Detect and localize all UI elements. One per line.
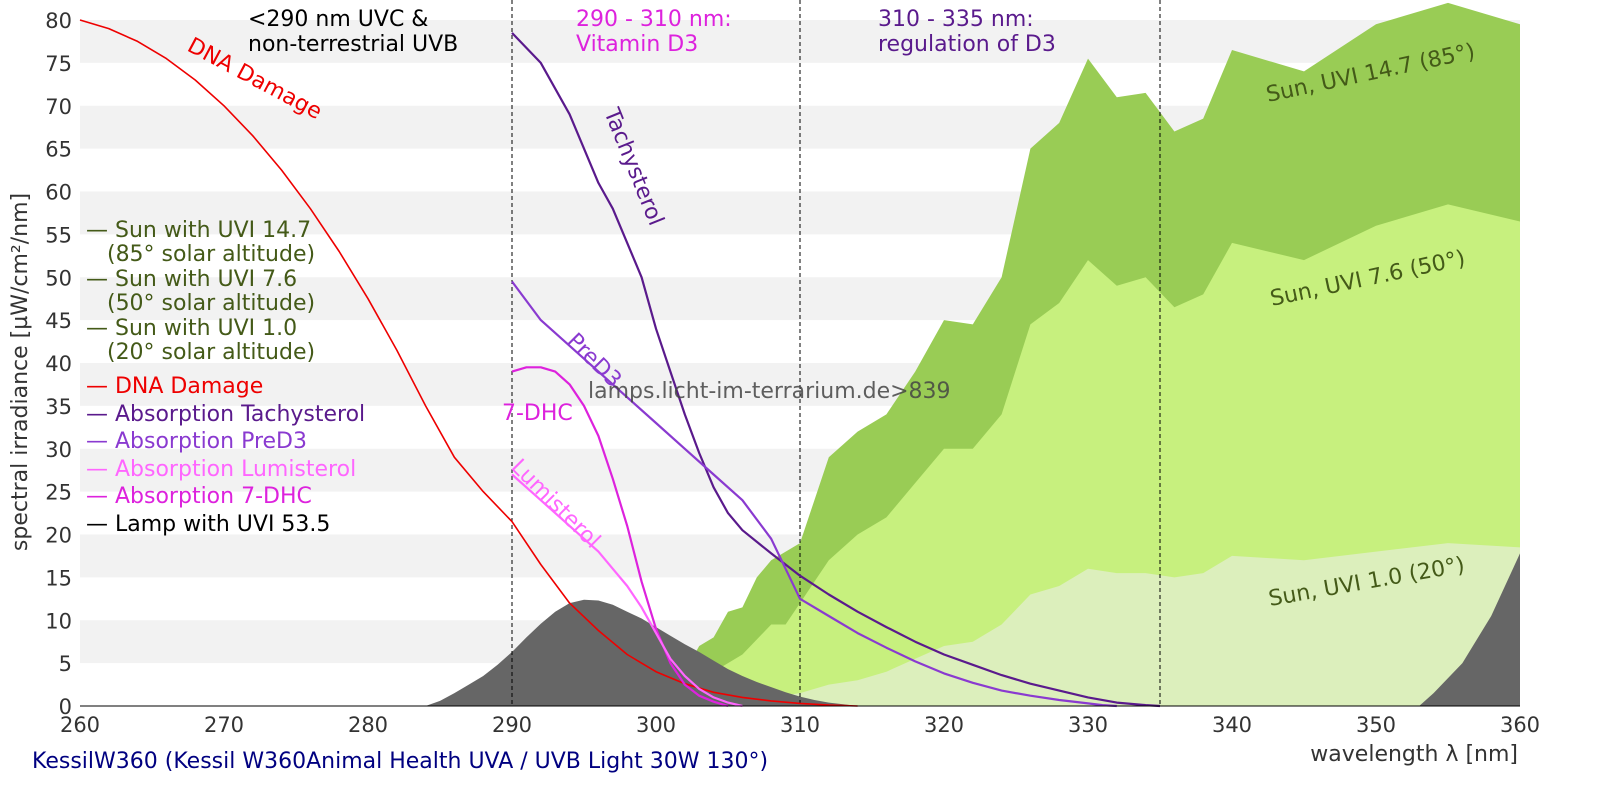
caption: KessilW360 (Kessil W360Animal Health UVA… [32, 749, 768, 774]
y-tick-label: 20 [45, 524, 72, 548]
legend-item: — Sun with UVI 7.6 [86, 267, 297, 292]
legend-item: (50° solar altitude) [86, 291, 315, 316]
x-tick-label: 290 [492, 713, 532, 737]
x-tick-labels: 260 270 280 290 300 310 320 330 340 350 360 [60, 713, 1540, 737]
region-label: non-terrestrial UVB [248, 32, 458, 57]
legend-item: (85° solar altitude) [86, 242, 315, 267]
x-tick-label: 360 [1500, 713, 1540, 737]
series-absorption-7-dhc-line [511, 366, 729, 708]
x-tick-label: 280 [348, 713, 388, 737]
x-tick-label: 310 [780, 713, 820, 737]
y-tick-label: 55 [45, 223, 72, 247]
y-tick-labels: 0 5 10 15 20 25 30 35 40 45 50 55 60 65 70 75 80 [45, 9, 72, 719]
x-tick-label: 320 [924, 713, 964, 737]
y-tick-label: 50 [45, 266, 72, 290]
legend-item: — Absorption Lumisterol [86, 457, 356, 482]
legend-item: — DNA Damage [86, 374, 263, 399]
y-tick-label: 0 [59, 695, 72, 719]
region-label: <290 nm UVC & [248, 7, 428, 32]
region-label: Vitamin D3 [576, 32, 698, 57]
legend-item: (20° solar altitude) [86, 340, 315, 365]
y-tick-label: 30 [45, 438, 72, 462]
y-tick-label: 35 [45, 395, 72, 419]
y-tick-label: 65 [45, 138, 72, 162]
region-dividers [511, 0, 1161, 706]
series-absorption-tachysterol-line [511, 32, 1161, 708]
x-tick-label: 350 [1356, 713, 1396, 737]
legend-item: — Sun with UVI 14.7 [86, 218, 311, 243]
region-labels: <290 nm UVC &non-terrestrial UVB 290 - 31… [248, 7, 1056, 57]
y-tick-label: 80 [45, 9, 72, 33]
x-axis-label: wavelength λ [nm] [1310, 742, 1518, 767]
legend-item: — Lamp with UVI 53.5 [86, 512, 330, 537]
watermark: lamps.licht-im-terrarium.de>839 [588, 379, 951, 404]
y-tick-label: 10 [45, 609, 72, 633]
series-lines [79, 19, 1161, 708]
legend-item: — Absorption Tachysterol [86, 402, 365, 427]
x-tick-label: 270 [204, 713, 244, 737]
y-tick-label: 40 [45, 352, 72, 376]
x-tick-label: 300 [636, 713, 676, 737]
series-dna-damage-line [79, 19, 858, 707]
y-tick-label: 15 [45, 566, 72, 590]
y-axis-label: spectral irradiance [µW/cm²/nm] [8, 193, 33, 551]
legend: — Sun with UVI 14.7 (85° solar altitude)… [86, 218, 365, 537]
grid-band [80, 20, 1520, 63]
legend-item: — Sun with UVI 1.0 [86, 316, 297, 341]
y-tick-label: 45 [45, 309, 72, 333]
y-tick-label: 25 [45, 481, 72, 505]
series-absorption-pred3-line [511, 280, 1117, 708]
y-tick-label: 5 [59, 652, 72, 676]
region-label: 290 - 310 nm: [576, 7, 732, 32]
x-tick-label: 260 [60, 713, 100, 737]
series-sun-with-uvi-1-0-area [656, 543, 1520, 706]
series-lamp-with-uvi-53-5-area [425, 553, 1521, 706]
legend-item: — Absorption 7-DHC [86, 484, 312, 509]
series-absorption-lumisterol-line [511, 473, 743, 708]
dhc-label: 7-DHC [502, 401, 573, 426]
y-tick-label: 75 [45, 52, 72, 76]
region-label: 310 - 335 nm: [878, 7, 1034, 32]
y-tick-label: 70 [45, 95, 72, 119]
legend-item: — Absorption PreD3 [86, 429, 307, 454]
region-label: regulation of D3 [878, 32, 1056, 57]
x-tick-label: 340 [1212, 713, 1252, 737]
series-areas [425, 2, 1521, 706]
x-tick-label: 330 [1068, 713, 1108, 737]
y-tick-label: 60 [45, 181, 72, 205]
